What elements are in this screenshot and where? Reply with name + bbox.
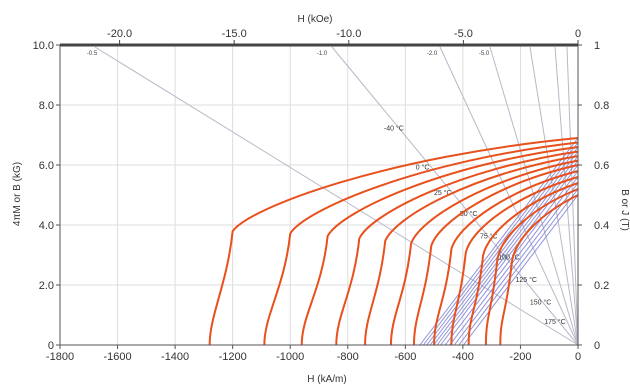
curve-label: 100 °C bbox=[498, 254, 519, 262]
intrinsic-curve bbox=[300, 146, 579, 346]
y-right-tick-label: 0.2 bbox=[594, 280, 609, 292]
load-line-label: -2.0 bbox=[427, 51, 438, 57]
curve-label: -40 °C bbox=[384, 125, 404, 133]
x-bottom-tick-label: 0 bbox=[575, 351, 581, 363]
x-top-tick-label: -15.0 bbox=[222, 28, 247, 40]
x-bottom-tick-label: -400 bbox=[452, 351, 474, 363]
y-right-tick-label: 0.6 bbox=[594, 160, 609, 172]
normal-curve bbox=[458, 188, 579, 346]
x-bottom-tick-label: -800 bbox=[337, 351, 359, 363]
load-line-label: -0.5 bbox=[87, 51, 98, 57]
load-line bbox=[94, 46, 579, 346]
curve-label: 75 °C bbox=[480, 233, 498, 241]
y-right-tick-label: 0.4 bbox=[594, 220, 609, 232]
curve-label: 175 °C bbox=[544, 318, 565, 326]
y-left-tick-label: 10.0 bbox=[33, 40, 54, 52]
intrinsic-curve bbox=[467, 182, 579, 346]
x-bottom-tick-label: -600 bbox=[394, 351, 416, 363]
intrinsic-curve bbox=[208, 137, 579, 346]
y-right-axis-title: B or J (T) bbox=[619, 189, 630, 231]
intrinsic-curve bbox=[450, 176, 579, 346]
load-line-label: -1.0 bbox=[317, 51, 328, 57]
normal-curve bbox=[440, 164, 579, 346]
load-line bbox=[554, 46, 579, 346]
axis-ticks: -1800 -1600 -1400 -1200 -1000 -800 -600 -400 -20… bbox=[33, 28, 610, 363]
y-left-tick-label: 4.0 bbox=[39, 220, 54, 232]
curve-label: 50 °C bbox=[460, 210, 478, 218]
normal-curve bbox=[422, 142, 579, 346]
x-top-axis-title: H (kOe) bbox=[298, 14, 333, 25]
curve-label: 25 °C bbox=[434, 189, 452, 197]
x-bottom-tick-label: -1400 bbox=[161, 351, 189, 363]
normal-curve bbox=[433, 155, 579, 346]
x-bottom-tick-label: -1200 bbox=[219, 351, 247, 363]
intrinsic-curve bbox=[412, 164, 579, 346]
x-top-tick-label: -5.0 bbox=[454, 28, 473, 40]
intrinsic-curve bbox=[433, 170, 579, 346]
intrinsic-curve bbox=[263, 141, 579, 346]
y-left-tick-label: 8.0 bbox=[39, 100, 54, 112]
y-right-tick-label: 0.8 bbox=[594, 100, 609, 112]
curve-label: 0 °C bbox=[416, 164, 430, 172]
x-top-tick-label: -10.0 bbox=[336, 28, 361, 40]
load-line bbox=[331, 46, 579, 346]
intrinsic-curve bbox=[364, 155, 579, 346]
x-bottom-tick-label: -1000 bbox=[276, 351, 304, 363]
normal-curve bbox=[453, 182, 579, 346]
intrinsic-curve bbox=[484, 188, 579, 346]
y-left-tick-label: 2.0 bbox=[39, 280, 54, 292]
load-line bbox=[439, 46, 579, 346]
x-bottom-tick-label: -1600 bbox=[103, 351, 131, 363]
x-top-tick-label: -20.0 bbox=[107, 28, 132, 40]
y-left-axis-title: 4πM or B (kG) bbox=[12, 162, 23, 226]
x-bottom-tick-label: -1800 bbox=[46, 351, 74, 363]
y-right-tick-label: 0 bbox=[594, 340, 600, 352]
intrinsic-curve bbox=[389, 159, 579, 346]
x-top-tick-label: 0 bbox=[575, 28, 581, 40]
intrinsic-curves: -40 °C 0 °C 25 °C 50 °C 75 °C 100 °C 125 °C 150… bbox=[208, 125, 579, 346]
curve-label: 150 °C bbox=[530, 299, 551, 307]
intrinsic-curve bbox=[499, 194, 579, 346]
y-left-tick-label: 0 bbox=[48, 340, 54, 352]
intrinsic-curve bbox=[335, 150, 579, 346]
load-line-label: -5.0 bbox=[479, 51, 490, 57]
y-right-tick-label: 1 bbox=[594, 40, 600, 52]
y-left-tick-label: 6.0 bbox=[39, 160, 54, 172]
x-bottom-axis-title: H (kA/m) bbox=[307, 374, 346, 385]
normal-curve bbox=[463, 194, 579, 346]
x-bottom-tick-label: -200 bbox=[509, 351, 531, 363]
curve-label: 125 °C bbox=[515, 276, 536, 284]
